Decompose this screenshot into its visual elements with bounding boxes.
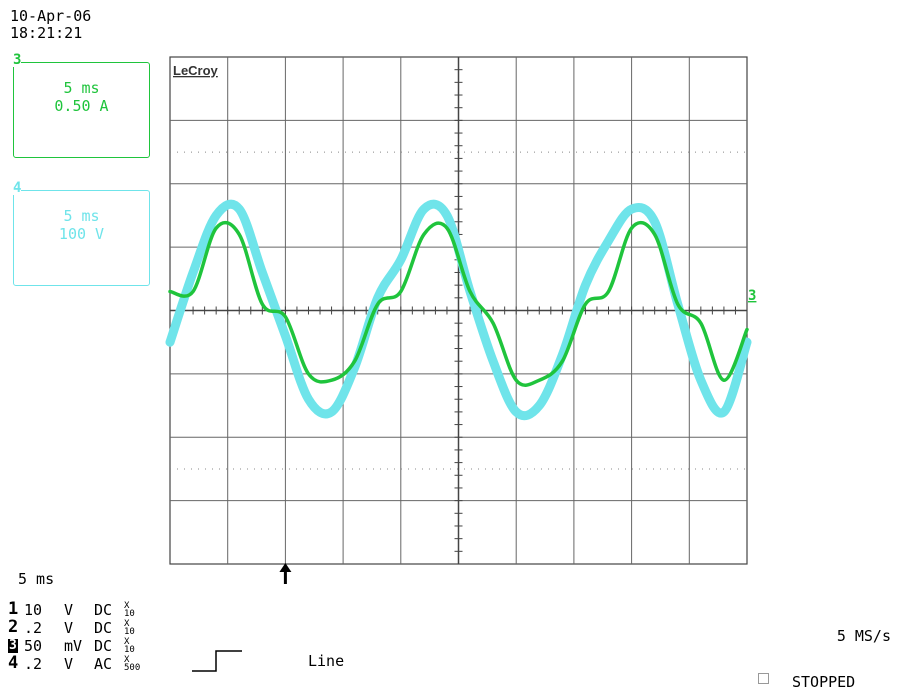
channel-4-box[interactable]: 4 5 ms 100 V bbox=[13, 181, 150, 286]
trace-channel-4 bbox=[165, 199, 752, 421]
channel-3-unit: mV bbox=[64, 637, 83, 655]
channel-4-probe-top: X bbox=[124, 655, 130, 665]
trace-channel-3 bbox=[168, 220, 749, 387]
trigger-arrow-head bbox=[279, 563, 292, 572]
trigger-edge-icon bbox=[192, 650, 242, 672]
channel-4-volts: .2 bbox=[24, 655, 43, 673]
channel-3-coupling: DC bbox=[94, 637, 113, 655]
channel-3-num: 3 bbox=[8, 638, 18, 653]
channel-2-probe-top: X bbox=[124, 619, 130, 629]
channel-3-probe-ratio: X 10 bbox=[124, 637, 135, 655]
channel-1-coupling: DC bbox=[94, 601, 113, 619]
channel-4-probe-ratio: X 500 bbox=[124, 655, 141, 673]
channel-1-volts: 10 bbox=[24, 601, 43, 619]
channel-2-coupling: DC bbox=[94, 619, 113, 637]
trigger-position-arrow[interactable] bbox=[279, 563, 292, 584]
channel-3-probe-bottom: 10 bbox=[124, 645, 135, 655]
sample-rate-label: 5 MS/s bbox=[836, 627, 891, 645]
timebase-label: 5 ms bbox=[18, 570, 55, 588]
channel-4-timebase: 5 ms bbox=[63, 207, 100, 225]
channel-4-probe-bottom: 500 bbox=[124, 663, 141, 673]
channel-4-box-number: 4 bbox=[13, 180, 22, 196]
channel-2-probe-bottom: 10 bbox=[124, 627, 135, 637]
channel-4-unit: V bbox=[64, 655, 74, 673]
channel-4-coupling: AC bbox=[94, 655, 113, 673]
channel-3-trace-marker: 3 bbox=[748, 288, 756, 304]
channel-3-scale: 0.50 A bbox=[54, 97, 109, 115]
channel-1-probe-ratio: X 10 bbox=[124, 601, 135, 619]
lecroy-logo: LeCroy bbox=[173, 63, 219, 78]
channel-3-box-number: 3 bbox=[13, 52, 22, 68]
channel-2-unit: V bbox=[64, 619, 74, 637]
channel-2-num: 2 bbox=[8, 617, 19, 637]
channel-2-volts: .2 bbox=[24, 619, 43, 637]
channel-4-num: 4 bbox=[8, 653, 19, 673]
graticule bbox=[169, 56, 748, 565]
channel-3-timebase: 5 ms bbox=[63, 79, 100, 97]
trigger-source-label: Line bbox=[308, 652, 345, 670]
channel-1-probe-bottom: 10 bbox=[124, 609, 135, 619]
date-label: 10-Apr-06 bbox=[10, 7, 92, 25]
status-checkbox[interactable] bbox=[758, 673, 769, 684]
channel-2-probe-ratio: X 10 bbox=[124, 619, 135, 637]
channel-1-probe-top: X bbox=[124, 601, 130, 611]
waveforms bbox=[165, 199, 752, 421]
channel-1-num: 1 bbox=[8, 599, 19, 619]
channel-4-scale: 100 V bbox=[58, 225, 105, 243]
time-label: 18:21:21 bbox=[10, 24, 83, 42]
channel-3-box[interactable]: 3 5 ms 0.50 A bbox=[13, 53, 150, 158]
status-label: STOPPED bbox=[792, 673, 856, 691]
channel-3-probe-top: X bbox=[124, 637, 130, 647]
channel-1-unit: V bbox=[64, 601, 74, 619]
channel-3-volts: 50 bbox=[24, 637, 43, 655]
